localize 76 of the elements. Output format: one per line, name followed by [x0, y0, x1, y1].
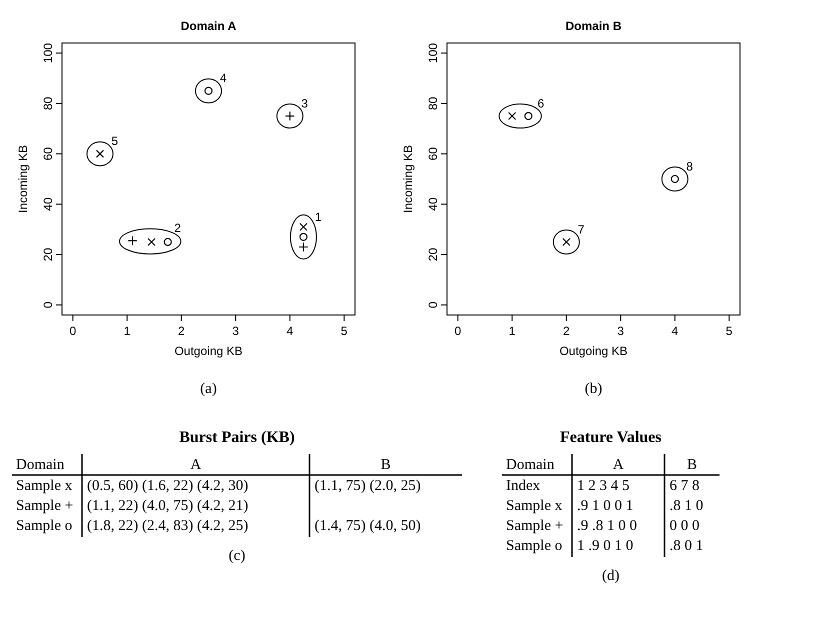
annotation: 8 [686, 159, 694, 174]
annotation: 3 [301, 96, 308, 110]
x-tick-label: 0 [70, 324, 77, 338]
y-tick-label: 0 [41, 301, 55, 308]
x-tick-label: 0 [454, 324, 462, 338]
x-tick-label: 2 [563, 324, 570, 338]
x-tick-label: 3 [232, 324, 240, 338]
text: Index [506, 478, 540, 494]
y-tick-label: 100 [426, 42, 440, 64]
annotation: 7 [578, 222, 585, 236]
point [299, 232, 308, 241]
text: 1 .9 0 1 0 [577, 538, 634, 554]
x-tick-label: 5 [340, 324, 348, 338]
x-tick-label: 3 [617, 324, 624, 338]
x-tick-label: 2 [178, 324, 186, 338]
y-tick-label: 100 [41, 42, 55, 64]
text: (b) [584, 381, 602, 397]
x-tick-label: 1 [124, 324, 131, 338]
x-axis-title: Outgoing KB [559, 344, 628, 358]
y-tick-label: 20 [426, 248, 440, 262]
x-axis-title: Outgoing KB [174, 344, 243, 358]
text: 0 0 0 [670, 518, 700, 534]
point [298, 242, 308, 252]
text: (1.1, 22) (4.0, 75) (4.2, 21) [87, 498, 248, 514]
chart-title: Domain A [180, 19, 237, 33]
x-tick-label: 1 [508, 324, 516, 338]
x-tick-label: 4 [672, 324, 679, 338]
point [147, 238, 156, 246]
y-axis-title: Incoming KB [401, 144, 415, 214]
text: (a) [200, 381, 217, 397]
y-tick-label: 80 [426, 96, 440, 110]
text: 1 2 3 4 5 [577, 478, 630, 494]
annotation: 6 [537, 96, 544, 110]
text: Feature Values [560, 429, 662, 446]
text: (0.5, 60) (1.6, 22) (4.2, 30) [87, 478, 248, 494]
text: .9 .8 1 0 0 [577, 518, 637, 534]
text: .8 1 0 [670, 498, 704, 514]
text: .9 1 0 0 1 [577, 498, 634, 514]
text: Sample x [506, 498, 562, 514]
category-label: B [686, 457, 698, 473]
text: (d) [602, 568, 620, 584]
x-tick-label: 4 [286, 324, 294, 338]
y-tick-label: 60 [41, 146, 55, 160]
chart-title: Domain B [565, 19, 622, 33]
x-tick-label: 5 [726, 324, 733, 338]
category-label: A [612, 457, 624, 473]
y-tick-label: 80 [41, 96, 55, 110]
text: Sample o [506, 538, 562, 554]
text: 6 7 8 [670, 478, 700, 494]
point [128, 236, 138, 246]
category-label: B [380, 457, 391, 473]
text: Sample + [16, 498, 74, 514]
text: (1.4, 75) (4.0, 50) [314, 518, 421, 534]
annotation: 2 [174, 221, 182, 236]
y-tick-label: 40 [426, 197, 440, 211]
text: (1.1, 75) (2.0, 25) [314, 478, 421, 494]
annotation: 4 [220, 71, 227, 86]
y-axis-title: Incoming KB [16, 144, 30, 214]
text: .8 0 1 [670, 538, 704, 554]
annotation: 1 [314, 210, 322, 224]
text: Burst Pairs (KB) [179, 429, 295, 446]
y-tick-label: 60 [426, 146, 440, 160]
category-label: Domain [506, 457, 555, 473]
text: Sample + [506, 518, 564, 534]
text: Sample o [16, 518, 72, 534]
point [299, 222, 308, 231]
text: (c) [228, 548, 246, 564]
category-label: Domain [16, 457, 65, 473]
y-tick-label: 0 [426, 301, 440, 308]
text: (1.8, 22) (2.4, 83) (4.2, 25) [87, 518, 248, 534]
y-tick-label: 20 [41, 248, 55, 262]
category-label: A [190, 457, 202, 473]
point [164, 238, 172, 246]
text: Sample x [16, 478, 72, 494]
annotation: 5 [111, 134, 118, 148]
y-tick-label: 40 [41, 197, 55, 211]
